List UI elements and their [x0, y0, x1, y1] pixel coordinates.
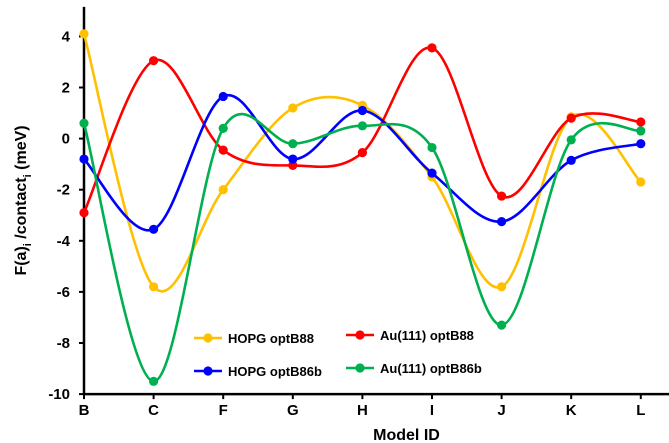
series-au-111-optb88	[79, 43, 646, 218]
y-tick-label: 0	[62, 131, 70, 148]
y-tick-label: -2	[57, 182, 70, 199]
data-point-hopg-optb86b	[636, 139, 646, 149]
legend-label: Au(111) optB88	[380, 328, 474, 343]
data-point-hopg-optb86b	[288, 154, 298, 164]
data-point-au-111-optb86b	[149, 376, 159, 386]
x-axis-title: Model ID	[373, 427, 440, 443]
x-tick-label: C	[148, 402, 159, 419]
legend-item-au-111-optb86b: Au(111) optB86b	[346, 361, 482, 376]
data-point-au-111-optb88	[79, 208, 89, 218]
series-au-111-optb86b	[79, 112, 646, 386]
y-tick-label: -8	[57, 335, 70, 352]
legend-item-hopg-optb86b: HOPG optB86b	[194, 364, 322, 379]
legend-swatch-marker	[355, 363, 365, 373]
data-point-hopg-optb88	[288, 103, 298, 113]
x-tick-label: J	[497, 402, 505, 419]
data-point-au-111-optb86b	[566, 135, 576, 145]
series-line-hopg-optb86b	[83, 93, 642, 232]
data-point-hopg-optb88	[497, 282, 507, 292]
legend-swatch-marker	[355, 330, 365, 340]
y-tick-label: -4	[57, 233, 71, 250]
y-tick-label: 2	[62, 80, 70, 97]
data-point-au-111-optb86b	[288, 139, 298, 149]
data-point-au-111-optb88	[427, 43, 437, 53]
data-point-hopg-optb88	[149, 282, 159, 292]
y-tick-label: -6	[57, 284, 70, 301]
data-point-au-111-optb88	[149, 56, 159, 66]
legend-label: HOPG optB88	[228, 331, 314, 346]
y-tick-label: -10	[48, 386, 70, 403]
y-axis-title-mid: /contact	[13, 177, 30, 243]
series-hopg-optb86b	[79, 91, 646, 234]
y-axis-title-main: F(a)	[13, 246, 30, 275]
axes	[82, 6, 669, 396]
x-tick-label: H	[357, 402, 368, 419]
data-point-hopg-optb86b	[218, 91, 228, 102]
x-tick-label: L	[636, 402, 645, 419]
data-point-hopg-optb88	[636, 177, 646, 187]
legend-swatch-marker	[203, 333, 213, 343]
legend-item-au-111-optb88: Au(111) optB88	[346, 328, 474, 343]
y-tick-label: 4	[62, 28, 71, 45]
data-point-hopg-optb86b	[566, 155, 576, 165]
data-point-hopg-optb88	[218, 185, 228, 195]
data-point-au-111-optb88	[288, 160, 298, 171]
x-tick-label: K	[566, 402, 577, 419]
data-point-au-111-optb86b	[79, 118, 89, 128]
legend: HOPG optB88 Au(111) optB88 HOPG optB86b Au(…	[194, 328, 482, 379]
data-point-au-111-optb88	[357, 148, 367, 158]
y-axis-title-sub-a: i	[22, 243, 34, 246]
series-layer	[79, 29, 646, 386]
data-point-au-111-optb88	[497, 191, 507, 201]
data-point-hopg-optb86b	[79, 154, 89, 164]
data-point-au-111-optb88	[636, 117, 646, 127]
data-point-hopg-optb86b	[497, 217, 507, 227]
data-point-hopg-optb86b	[357, 105, 367, 116]
legend-label: Au(111) optB86b	[380, 361, 482, 376]
series-line-au-111-optb88	[82, 46, 641, 214]
data-point-au-111-optb86b	[497, 320, 507, 330]
data-point-hopg-optb88	[79, 29, 89, 39]
x-tick-label: F	[219, 402, 228, 419]
legend-item-hopg-optb88: HOPG optB88	[194, 331, 314, 346]
data-point-au-111-optb88	[218, 145, 228, 155]
x-tick-label: B	[79, 402, 90, 419]
data-point-hopg-optb86b	[427, 168, 437, 178]
y-ticks: 4 2 0 -2 -4 -6 -8 -10	[48, 28, 84, 403]
y-axis-title-unit: (meV)	[13, 125, 30, 174]
data-point-au-111-optb86b	[357, 121, 367, 131]
data-point-au-111-optb88	[566, 113, 576, 123]
x-tick-label: I	[430, 402, 434, 419]
data-point-au-111-optb86b	[218, 123, 228, 133]
legend-swatch-marker	[203, 366, 213, 376]
data-point-hopg-optb86b	[149, 224, 159, 234]
y-axis-title: F(a)i /contacti (meV)	[13, 125, 34, 275]
x-tick-label: G	[287, 402, 299, 419]
data-point-au-111-optb86b	[427, 142, 437, 153]
y-axis-title-sub-contact: i	[22, 174, 34, 177]
legend-label: HOPG optB86b	[228, 364, 322, 379]
data-point-au-111-optb86b	[636, 126, 646, 136]
series-line-hopg-optb88	[82, 33, 642, 293]
